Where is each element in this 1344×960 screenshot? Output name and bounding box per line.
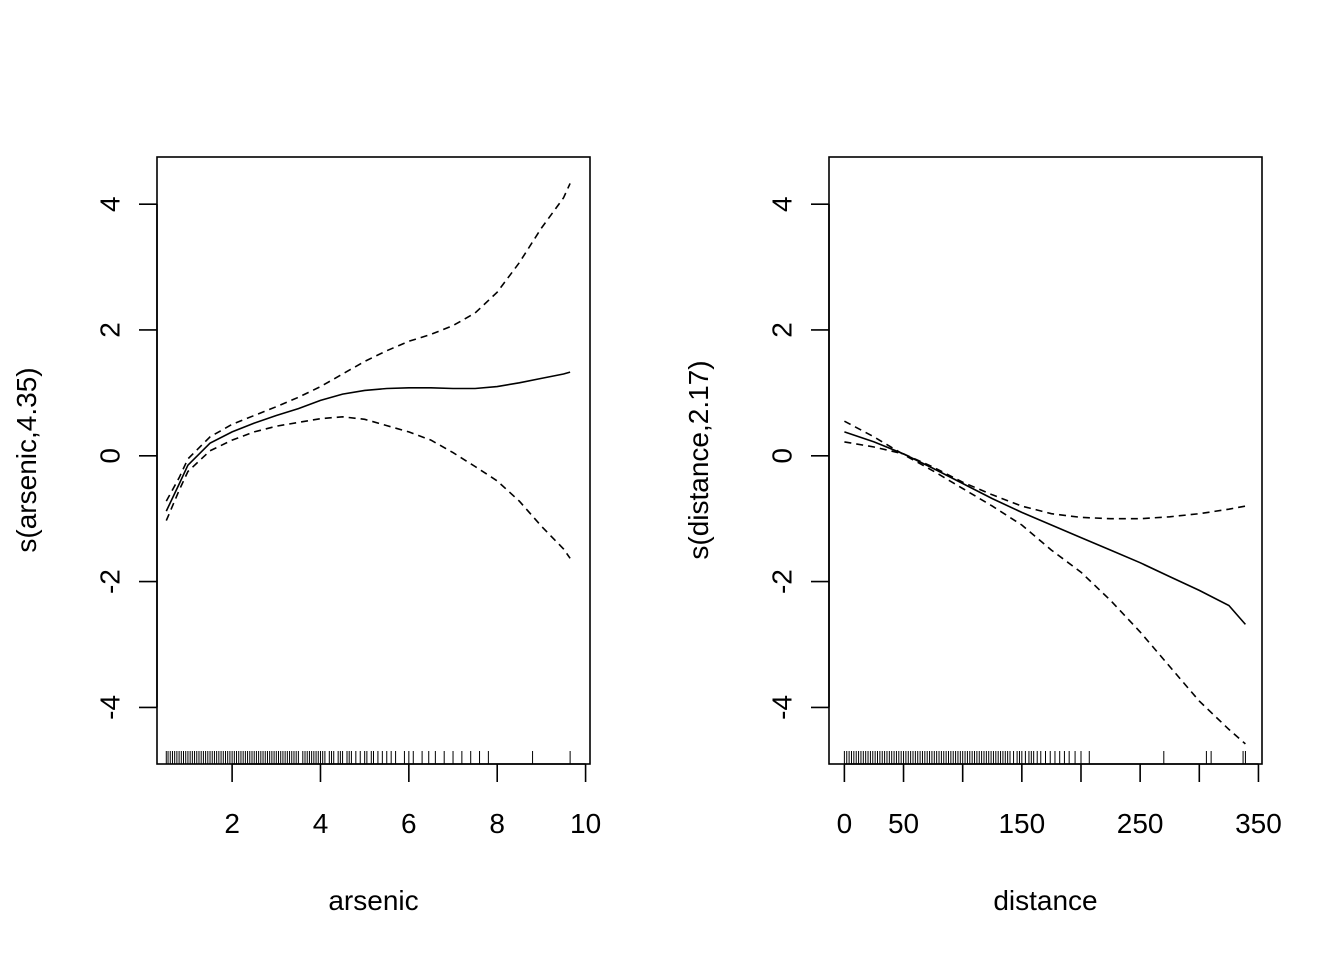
x-tick-label: 10	[570, 808, 601, 839]
x-tick-label: 250	[1117, 808, 1164, 839]
smooth-fit-line	[844, 431, 1247, 625]
y-tick-label: 4	[95, 196, 126, 212]
x-tick-label: 6	[401, 808, 417, 839]
rug-arsenic	[165, 751, 571, 764]
y-tick-label: 0	[767, 448, 798, 464]
plot-frame-arsenic	[156, 156, 591, 765]
confidence-band-line	[165, 415, 571, 559]
y-axis-arsenic: -4 -2 0 2 4	[95, 196, 158, 720]
x-tick-label: 4	[313, 808, 329, 839]
confidence-band-line	[844, 441, 1246, 520]
confidence-band-line	[844, 420, 1246, 745]
confidence-band-line	[165, 183, 571, 502]
x-axis-label-distance: distance	[993, 885, 1097, 916]
y-tick-label: -4	[767, 695, 798, 720]
y-tick-label: -2	[95, 569, 126, 594]
smooth-lines-arsenic	[165, 183, 571, 559]
y-tick-label: 0	[95, 448, 126, 464]
x-tick-label: 8	[489, 808, 505, 839]
y-axis-label-distance: s(distance,2.17)	[683, 360, 714, 559]
y-tick-label: 2	[95, 322, 126, 338]
x-tick-label: 50	[888, 808, 919, 839]
x-tick-label: 0	[837, 808, 853, 839]
smooth-lines-distance	[844, 420, 1247, 745]
x-axis-arsenic: 2 4 6 8 10	[224, 763, 601, 839]
y-tick-label: -2	[767, 569, 798, 594]
x-axis-label-arsenic: arsenic	[328, 885, 418, 916]
y-tick-label: 4	[767, 196, 798, 212]
x-axis-distance: 0 50 150 250 350	[837, 763, 1282, 839]
x-tick-label: 150	[998, 808, 1045, 839]
panel-distance: 0 50 150 250 350 -4 -2 0 2 4 distance s(distance…	[683, 156, 1282, 916]
plot-frame-distance	[828, 156, 1263, 765]
smooth-fit-line	[165, 371, 571, 512]
y-axis-distance: -4 -2 0 2 4	[767, 196, 830, 720]
x-tick-label: 350	[1235, 808, 1282, 839]
y-axis-label-arsenic: s(arsenic,4.35)	[11, 367, 42, 552]
rug-distance	[843, 751, 1246, 764]
y-tick-label: -4	[95, 695, 126, 720]
panel-arsenic: 2 4 6 8 10 -4 -2 0 2 4 arsenic s(arsenic,4.35)	[11, 156, 601, 916]
x-tick-label: 2	[224, 808, 240, 839]
y-tick-label: 2	[767, 322, 798, 338]
